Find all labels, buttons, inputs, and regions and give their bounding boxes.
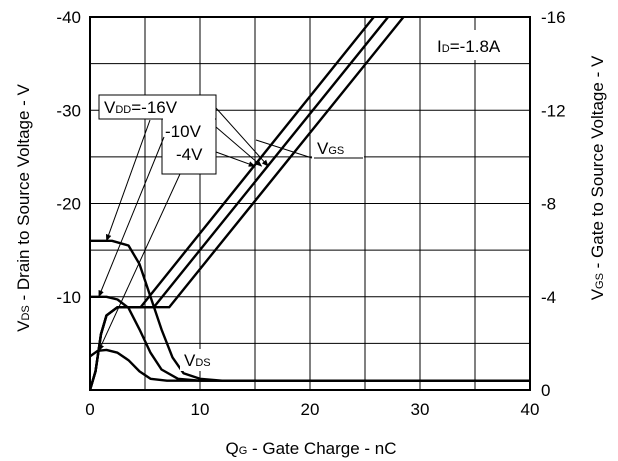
y-axis-left-title: VDS - Drain to Source Voltage - V (14, 83, 33, 331)
x-tick-label: 40 (521, 400, 540, 419)
legend-vdd-4v: -4V (176, 145, 203, 164)
y-right-tick-label: -4 (541, 288, 556, 307)
legend-vdd-10v: -10V (165, 122, 202, 141)
y-right-tick-label: -8 (541, 195, 556, 214)
y-axis-right-title: VGS - Gate to Source Voltage - V (588, 55, 607, 300)
y-right-tick-label: -12 (541, 101, 566, 120)
x-axis-title: QG - Gate Charge - nC (225, 439, 396, 458)
y-right-tick-label: -16 (541, 8, 566, 27)
x-tick-label: 30 (411, 400, 430, 419)
x-tick-label: 0 (85, 400, 94, 419)
y-right-tick-label: 0 (541, 381, 550, 400)
y-left-tick-label: -30 (56, 101, 81, 120)
x-tick-label: 10 (191, 400, 210, 419)
y-left-tick-label: -20 (56, 195, 81, 214)
y-left-tick-label: -40 (56, 8, 81, 27)
x-tick-label: 20 (301, 400, 320, 419)
legend-vdd-16v: VDD=-16V (104, 98, 178, 117)
y-left-tick-label: -10 (56, 288, 81, 307)
